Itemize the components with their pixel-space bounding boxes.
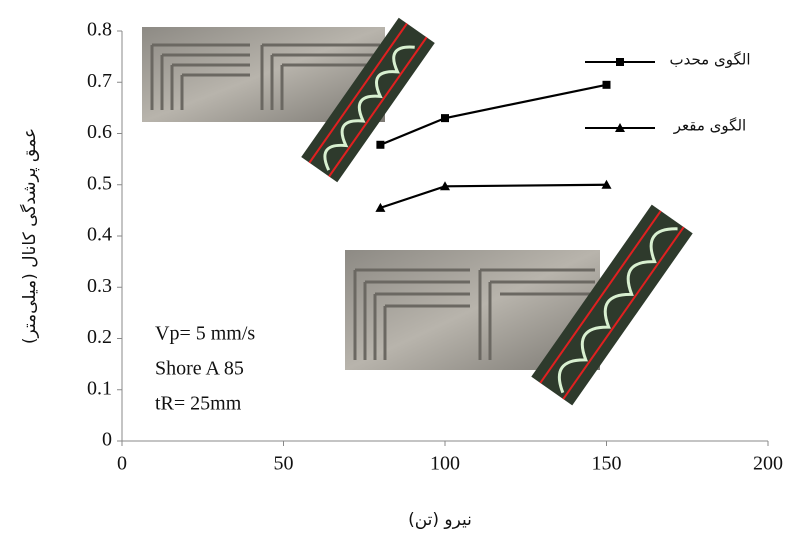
annotation: tR= 25mm: [155, 393, 242, 415]
x-axis-title: نیرو (تن): [408, 510, 472, 530]
y-tick-label: 0.7: [87, 70, 112, 92]
y-tick-label: 0.6: [87, 121, 112, 143]
photo-top: [142, 18, 435, 182]
y-tick-label: 0.2: [87, 326, 112, 348]
marker: [441, 114, 449, 122]
x-tick-label: 0: [117, 453, 127, 475]
x-tick-label: 150: [592, 453, 622, 475]
y-axis-title: عمق پرشدگی کانال (میلی‌متر): [19, 128, 40, 344]
annotation: Vp= 5 mm/s: [155, 323, 255, 345]
y-tick-label: 0.5: [87, 172, 112, 194]
legend-label: الگوی محدب: [670, 51, 751, 69]
y-tick-label: 0.8: [87, 19, 112, 41]
annotation: Shore A 85: [155, 358, 244, 380]
legend-label: الگوی مقعر: [673, 117, 746, 135]
series-line: [380, 185, 606, 208]
legend-marker: [616, 58, 624, 66]
x-tick-label: 100: [430, 453, 460, 475]
chart: نیرو (تن) عمق پرشدگی کانال (میلی‌متر) 00…: [0, 0, 803, 534]
y-tick-label: 0: [102, 429, 112, 451]
y-tick-label: 0.4: [87, 224, 112, 246]
x-tick-label: 50: [274, 453, 294, 475]
y-tick-label: 0.1: [87, 377, 112, 399]
photo-bottom: [345, 205, 693, 406]
marker: [603, 81, 611, 89]
y-tick-label: 0.3: [87, 275, 112, 297]
marker: [376, 141, 384, 149]
x-tick-label: 200: [753, 453, 783, 475]
series-line: [380, 85, 606, 145]
